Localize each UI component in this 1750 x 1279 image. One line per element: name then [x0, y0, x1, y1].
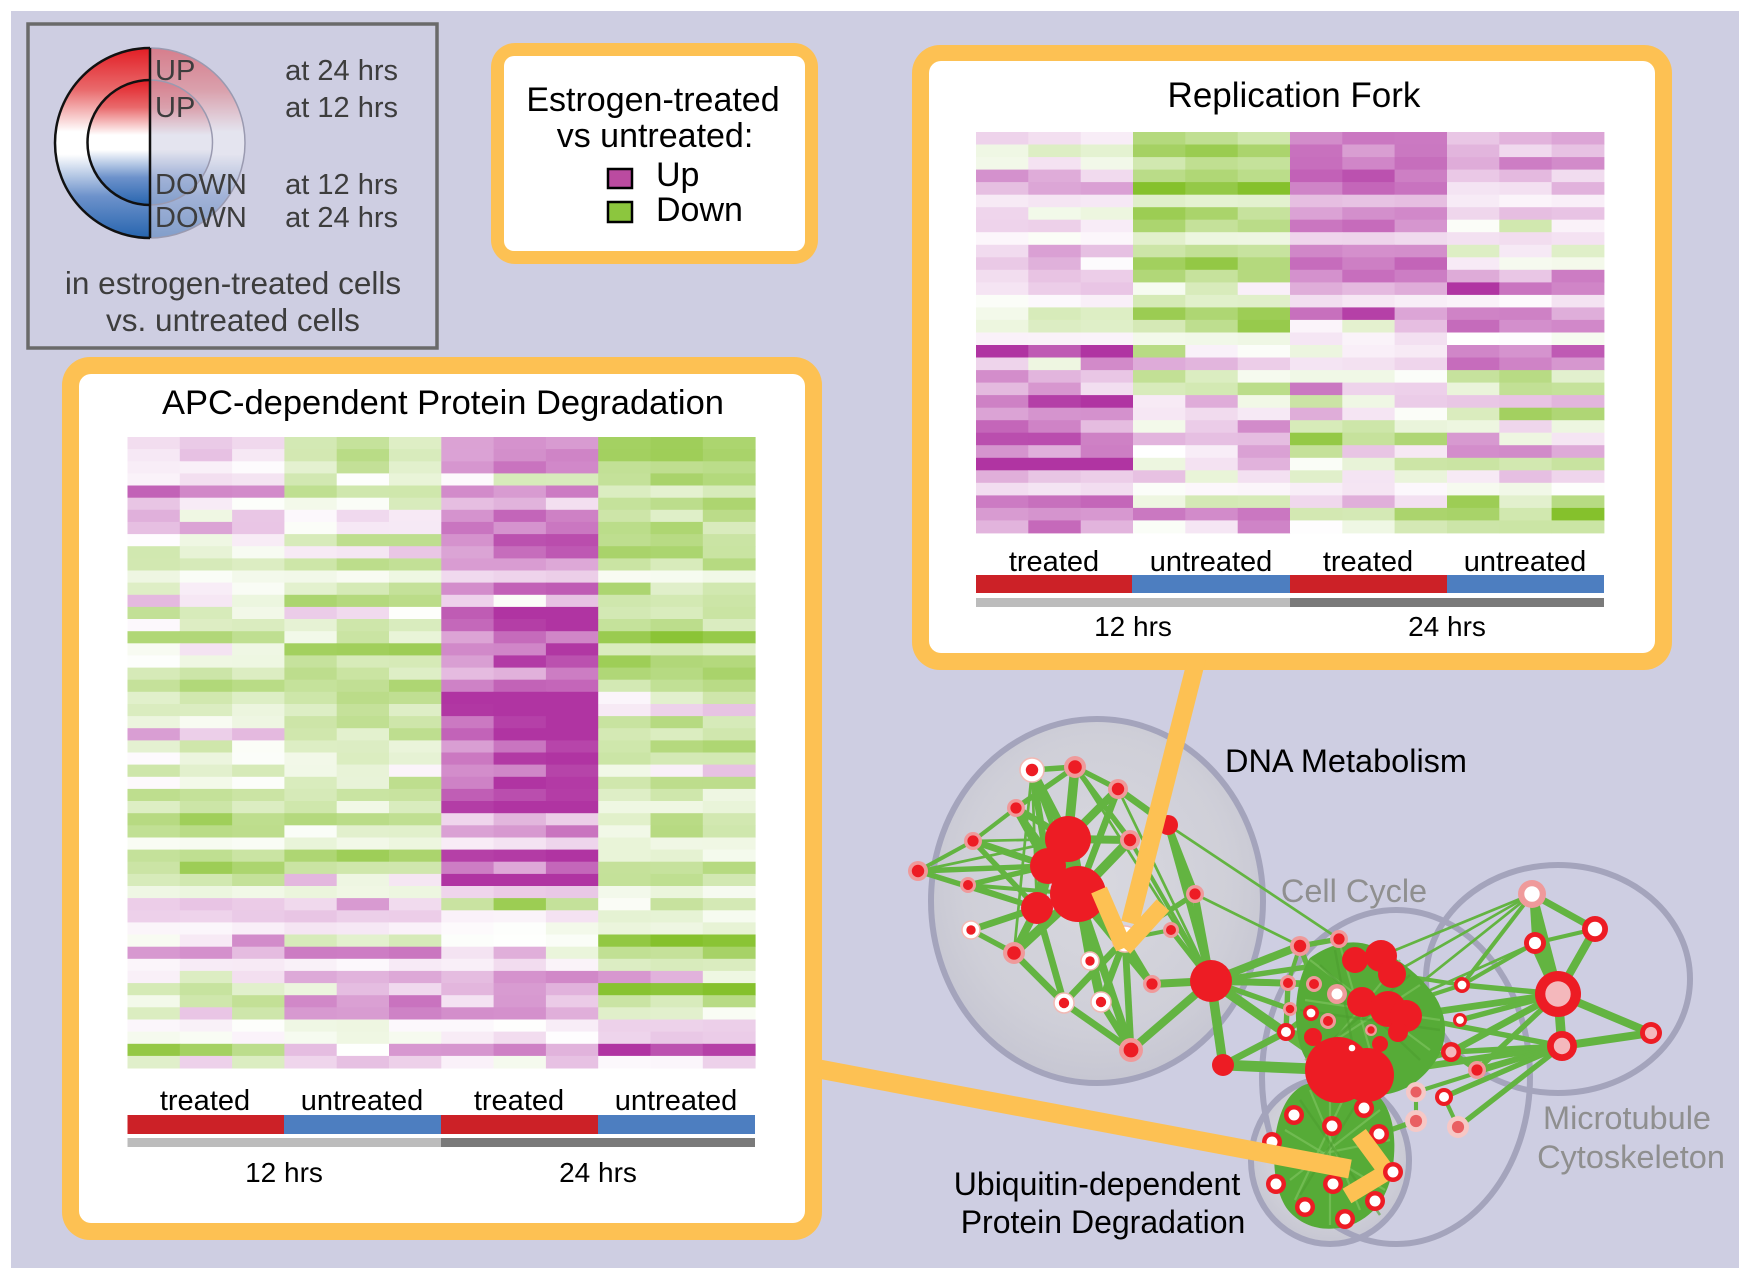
svg-text:Microtubule: Microtubule [1543, 1100, 1711, 1136]
svg-text:Replication Fork: Replication Fork [1168, 76, 1421, 115]
svg-text:untreated: untreated [615, 1085, 738, 1117]
svg-text:12 hrs: 12 hrs [1094, 611, 1172, 642]
svg-text:Ubiquitin-dependent: Ubiquitin-dependent [954, 1166, 1241, 1202]
svg-text:24 hrs: 24 hrs [1408, 611, 1486, 642]
svg-text:Down: Down [656, 191, 743, 229]
svg-text:vs untreated:: vs untreated: [557, 117, 754, 155]
svg-text:at 24 hrs: at 24 hrs [285, 55, 398, 87]
svg-text:12 hrs: 12 hrs [245, 1157, 323, 1188]
svg-text:Protein Degradation: Protein Degradation [961, 1204, 1246, 1240]
svg-text:Up: Up [656, 156, 699, 194]
svg-text:UP: UP [155, 92, 195, 124]
svg-text:Estrogen-treated: Estrogen-treated [526, 81, 779, 119]
svg-text:DOWN: DOWN [155, 202, 247, 234]
svg-text:untreated: untreated [1464, 546, 1587, 578]
svg-text:UP: UP [155, 55, 195, 87]
svg-text:treated: treated [474, 1085, 564, 1117]
svg-text:untreated: untreated [1150, 546, 1273, 578]
svg-text:DOWN: DOWN [155, 169, 247, 201]
svg-text:treated: treated [1323, 546, 1413, 578]
svg-text:untreated: untreated [301, 1085, 424, 1117]
svg-text:Cytoskeleton: Cytoskeleton [1537, 1139, 1725, 1175]
svg-text:in estrogen-treated cells: in estrogen-treated cells [65, 265, 401, 301]
svg-text:at 12 hrs: at 12 hrs [285, 169, 398, 201]
svg-text:APC-dependent Protein Degradat: APC-dependent Protein Degradation [162, 384, 724, 422]
svg-text:DNA Metabolism: DNA Metabolism [1225, 743, 1467, 779]
svg-text:treated: treated [160, 1085, 250, 1117]
svg-text:vs. untreated cells: vs. untreated cells [106, 302, 360, 338]
svg-text:at 24 hrs: at 24 hrs [285, 202, 398, 234]
svg-text:24 hrs: 24 hrs [559, 1157, 637, 1188]
svg-text:treated: treated [1009, 546, 1099, 578]
svg-text:at 12 hrs: at 12 hrs [285, 92, 398, 124]
svg-text:Cell Cycle: Cell Cycle [1281, 873, 1427, 909]
